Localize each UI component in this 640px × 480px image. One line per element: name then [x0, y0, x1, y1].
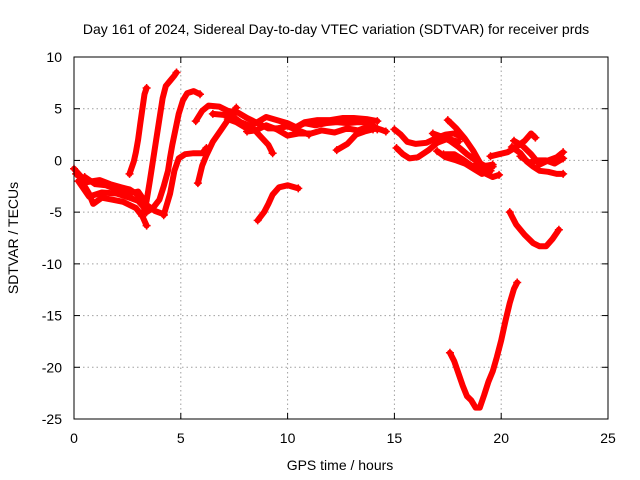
y-tick-label: 10 — [46, 49, 62, 65]
series-arc-22-marker — [443, 116, 452, 125]
series-arc-2-marker — [72, 169, 81, 178]
y-tick-label: -20 — [42, 359, 62, 375]
grid — [74, 57, 608, 419]
series-arc-9-marker — [193, 179, 202, 188]
series-arc-19-marker — [428, 129, 437, 138]
y-tick-labels: -25 -20 -15 -10 -5 0 5 10 — [42, 49, 62, 427]
series-arc-27-marker — [554, 225, 563, 234]
x-axis-label: GPS time / hours — [287, 457, 394, 473]
series-arc-21-marker — [488, 160, 497, 169]
series-arc-26-marker — [559, 154, 568, 163]
series-arc-11-marker — [208, 109, 217, 118]
x-tick-label: 15 — [387, 430, 403, 446]
series-arc-7-marker — [142, 208, 151, 217]
series-arc-8 — [160, 145, 210, 219]
x-tick-label: 20 — [493, 430, 509, 446]
series-arc-5-marker — [142, 84, 151, 93]
tick-marks — [73, 56, 609, 420]
series-arc-16-marker — [253, 216, 262, 225]
y-axis-label: SDTVAR / TECUs — [5, 182, 21, 294]
series-arc-24-marker — [507, 142, 516, 151]
series-arc-7-marker — [196, 90, 205, 99]
series-arc-13 — [244, 122, 381, 139]
y-tick-label: 5 — [54, 101, 62, 117]
chart-title: Day 161 of 2024, Sidereal Day-to-day VTE… — [83, 21, 589, 37]
series-arc-24-marker — [559, 169, 568, 178]
series-arc-27-marker — [505, 208, 514, 217]
data-series — [70, 68, 568, 411]
series-arc-6 — [139, 69, 180, 220]
series-arc-26-marker — [516, 152, 525, 161]
series-arc-25 — [511, 137, 567, 168]
series-arc-21-marker — [439, 150, 448, 159]
series-arc-16 — [254, 182, 302, 224]
series-arc-14-marker — [373, 117, 382, 126]
series-arc-12-marker — [381, 127, 390, 136]
x-tick-label: 25 — [600, 430, 616, 446]
series-arc-3-marker — [74, 177, 83, 186]
series-arc-17-marker — [390, 125, 399, 134]
y-tick-label: -5 — [50, 204, 63, 220]
series-arc-12-marker — [223, 115, 232, 124]
series-arc-28 — [446, 279, 521, 411]
series-arc-23-marker — [486, 152, 495, 161]
series-arc-10-marker — [191, 117, 200, 126]
series-arc-23-marker — [531, 133, 540, 142]
series-arc-15 — [333, 126, 376, 154]
series-arc-3 — [75, 178, 148, 211]
series-arc-17 — [391, 126, 466, 147]
plot-frame — [73, 56, 609, 420]
series-arc-5-marker — [125, 169, 134, 178]
series-arc-13-marker — [243, 127, 252, 136]
series-arc-27 — [506, 209, 562, 250]
series-arc-22 — [444, 117, 503, 180]
y-tick-label: 0 — [54, 152, 62, 168]
series-arc-4 — [81, 174, 148, 204]
series-arc-20-marker — [433, 147, 442, 156]
series-arc-11-marker — [268, 149, 277, 158]
y-tick-label: -15 — [42, 308, 62, 324]
series-arc-16-marker — [294, 184, 303, 193]
series-arc-6-marker — [172, 68, 181, 77]
x-tick-label: 10 — [280, 430, 296, 446]
series-arc-15-marker — [369, 125, 378, 134]
series-arc-1-marker — [142, 221, 151, 230]
series-arc-26 — [517, 153, 567, 167]
series-arc-14-marker — [290, 124, 299, 133]
series-arc-7 — [143, 88, 203, 216]
series-arc-5 — [126, 85, 150, 177]
series-arc-14 — [291, 115, 381, 132]
series-arc-18-marker — [392, 144, 401, 153]
y-tick-label: -25 — [42, 411, 62, 427]
series-arc-25-marker — [510, 136, 519, 145]
x-tick-label: 0 — [70, 430, 78, 446]
series-arc-28-marker — [445, 348, 454, 357]
series-arc-6-marker — [138, 212, 147, 221]
y-tick-label: -10 — [42, 256, 62, 272]
series-arc-15-marker — [332, 146, 341, 155]
series-arc-22-marker — [495, 170, 504, 179]
series-arc-4-marker — [80, 172, 89, 181]
x-tick-labels: 0 5 10 15 20 25 — [70, 430, 616, 446]
x-tick-label: 5 — [177, 430, 185, 446]
series-arc-8-marker — [159, 211, 168, 220]
series-arc-28-marker — [513, 278, 522, 287]
